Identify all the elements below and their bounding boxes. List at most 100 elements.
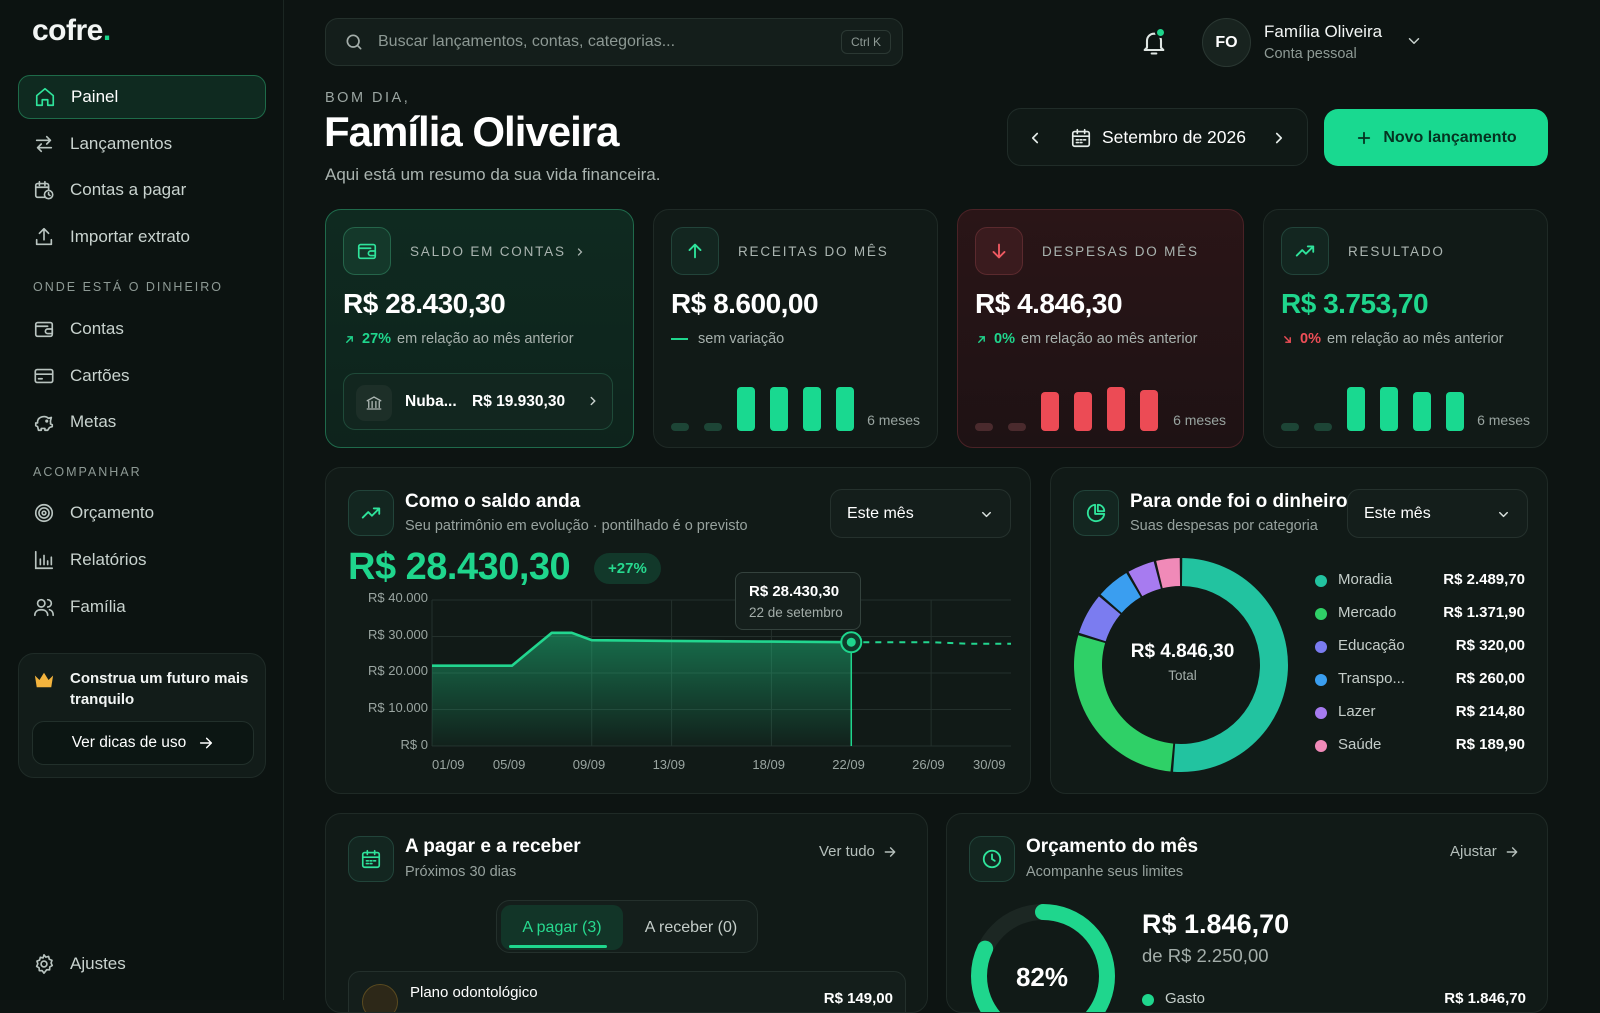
kpi-label: SALDO EM CONTAS	[410, 244, 586, 259]
sidebar: cofre. Painel Lançamentos Contas a pagar…	[0, 0, 284, 1000]
spending-period-dropdown[interactable]: Este mês	[1347, 489, 1528, 538]
balance-line	[432, 631, 852, 667]
sidebar-item-painel[interactable]: Painel	[18, 75, 266, 119]
kpi-despesas-card[interactable]: DESPESAS DO MÊS R$ 4.846,30 0% em relaçã…	[957, 209, 1244, 448]
legend-dot	[1315, 608, 1327, 620]
ring-progress	[971, 904, 1115, 1012]
y-tick-label: R$ 0	[400, 737, 428, 752]
sidebar-item-contas[interactable]: Contas	[18, 307, 266, 351]
legend-item[interactable]: Saúde R$ 189,90	[1315, 734, 1525, 756]
kpi-change-pct: 0%	[994, 331, 1015, 347]
arrow-up-icon	[688, 243, 702, 259]
donut-slice[interactable]	[1074, 635, 1174, 772]
legend-item[interactable]: Mercado R$ 1.371,90	[1315, 602, 1525, 624]
kpi-value: R$ 8.600,00	[671, 288, 819, 319]
y-tick-label: R$ 10.000	[368, 700, 428, 715]
tab-a-receber[interactable]: A receber (0)	[627, 905, 755, 950]
kpi-bar	[1107, 387, 1125, 431]
sidebar-item-label: Ajustes	[70, 954, 126, 973]
bars-period-label: 6 meses	[1477, 412, 1530, 428]
next-month-button[interactable]	[1266, 125, 1292, 151]
donut-slice[interactable]	[1173, 558, 1288, 772]
plus-icon	[1358, 131, 1371, 144]
bank-icon	[366, 396, 382, 410]
tab-a-pagar[interactable]: A pagar (3)	[501, 905, 623, 950]
promo-text: Construa um futuro mais tranquilo	[70, 670, 249, 708]
balance-value: R$ 28.430,30	[348, 546, 571, 588]
chevron-down-icon[interactable]	[1405, 32, 1423, 50]
bill-value: R$ 149,00	[823, 990, 893, 1007]
kpi-bar	[836, 387, 854, 431]
budget-spent: R$ 1.846,70	[1142, 909, 1290, 939]
account-chip[interactable]: Nuba... R$ 19.930,30	[343, 373, 613, 430]
today-marker-dot	[846, 637, 856, 647]
sidebar-item-cartoes[interactable]: Cartões	[18, 354, 266, 398]
kpi-label: RESULTADO	[1348, 244, 1445, 259]
chevron-down-icon	[982, 511, 991, 518]
donut-slice[interactable]	[1078, 596, 1121, 642]
sidebar-item-ajustes[interactable]: Ajustes	[18, 942, 266, 986]
sidebar-item-familia[interactable]: Família	[18, 585, 266, 629]
x-tick-label: 01/09	[432, 757, 465, 772]
kpi-change-text: em relação ao mês anterior	[397, 331, 574, 347]
kpi-bar	[1413, 392, 1431, 431]
legend-item[interactable]: Moradia R$ 2.489,70	[1315, 569, 1525, 591]
sidebar-item-label: Painel	[71, 87, 119, 106]
despesas-bars	[975, 385, 1158, 431]
prev-month-button[interactable]	[1022, 125, 1048, 151]
sidebar-item-label: Importar extrato	[70, 227, 190, 246]
donut-slice[interactable]	[1128, 561, 1161, 597]
view-all-link[interactable]: Ver tudo	[819, 843, 897, 860]
balance-area-chart[interactable]	[326, 468, 1031, 794]
balance-period-dropdown[interactable]: Este mês	[830, 489, 1011, 538]
kpi-bar	[803, 387, 821, 431]
view-all-label: Ver tudo	[819, 843, 875, 860]
kpi-label: DESPESAS DO MÊS	[1042, 244, 1199, 259]
kpi-saldo-card[interactable]: SALDO EM CONTAS R$ 28.430,30 27% em rela…	[325, 209, 634, 448]
arrow-right-icon	[200, 737, 213, 749]
brand-logo[interactable]: cofre.	[32, 14, 111, 47]
kpi-icon-box	[1281, 227, 1329, 275]
wallet-icon	[34, 321, 54, 338]
legend-dot	[1142, 994, 1154, 1006]
month-selector: Setembro de 2026	[1007, 108, 1308, 166]
user-name[interactable]: Família Oliveira	[1264, 22, 1383, 41]
budget-progress-ring	[971, 904, 1115, 1012]
legend-name: Saúde	[1338, 736, 1382, 753]
list-item[interactable]: Plano odontológico R$ 149,00	[348, 971, 906, 1012]
adjust-link[interactable]: Ajustar	[1450, 843, 1519, 860]
card-subtitle: Próximos 30 dias	[405, 864, 517, 880]
kpi-change-text: em relação ao mês anterior	[1020, 331, 1198, 347]
kpi-receitas-card[interactable]: RECEITAS DO MÊS R$ 8.600,00 sem variação…	[653, 209, 938, 448]
sidebar-item-contas-a-pagar[interactable]: Contas a pagar	[18, 168, 266, 212]
spending-donut-chart[interactable]	[1072, 556, 1290, 774]
search-bar[interactable]: Ctrl K	[325, 18, 903, 66]
card-subtitle: Seu patrimônio em evolução · pontilhado …	[405, 518, 748, 534]
kpi-change-pct: 0%	[1300, 331, 1321, 347]
arrow-right-icon	[1506, 846, 1518, 857]
sidebar-item-metas[interactable]: Metas	[18, 400, 266, 444]
x-tick-label: 18/09	[752, 757, 785, 772]
tips-button[interactable]: Ver dicas de uso	[32, 721, 254, 765]
kpi-resultado-card[interactable]: RESULTADO R$ 3.753,70 0% em relação ao m…	[1263, 209, 1548, 448]
sidebar-item-importar-extrato[interactable]: Importar extrato	[18, 215, 266, 259]
kpi-bar	[1041, 392, 1059, 431]
greeting: BOM DIA,	[325, 90, 411, 106]
sidebar-item-orcamento[interactable]: Orçamento	[18, 491, 266, 535]
legend-item[interactable]: Lazer R$ 214,80	[1315, 701, 1525, 723]
donut-slice[interactable]	[1100, 573, 1141, 613]
sidebar-item-label: Contas	[70, 319, 124, 338]
sidebar-item-relatorios[interactable]: Relatórios	[18, 538, 266, 582]
new-entry-button[interactable]: Novo lançamento	[1324, 109, 1548, 166]
legend-item[interactable]: Educação R$ 320,00	[1315, 635, 1525, 657]
avatar[interactable]: FO	[1202, 18, 1251, 67]
sidebar-item-lancamentos[interactable]: Lançamentos	[18, 122, 266, 166]
search-input[interactable]	[378, 33, 818, 51]
legend-item[interactable]: Transpo... R$ 260,00	[1315, 668, 1525, 690]
donut-slice[interactable]	[1156, 558, 1181, 589]
x-tick-label: 22/09	[832, 757, 865, 772]
kpi-value: R$ 28.430,30	[343, 288, 506, 319]
legend-value: R$ 1.371,90	[1443, 604, 1525, 621]
card-title: Como o saldo anda	[405, 491, 581, 512]
kpi-change: sem variação	[671, 331, 784, 347]
